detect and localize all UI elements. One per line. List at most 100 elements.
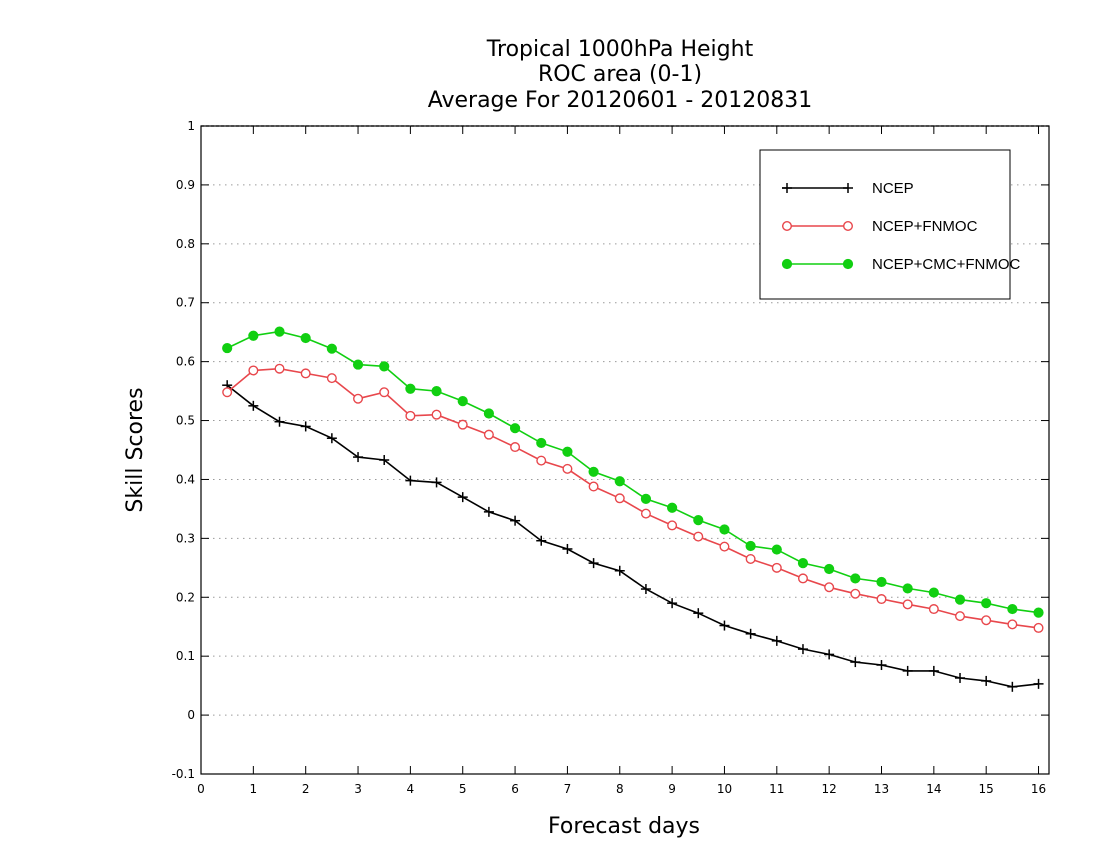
- data-point-plus: [562, 543, 573, 554]
- data-point-plus: [536, 535, 547, 546]
- series-1: [222, 363, 1044, 633]
- data-point-filled-circle: [850, 573, 861, 584]
- x-tick-label: 13: [874, 782, 889, 796]
- data-point-plus: [405, 475, 416, 486]
- data-point-filled-circle: [483, 408, 495, 419]
- data-point-filled-circle: [431, 385, 442, 397]
- chart-title-line-2: ROC area (0-1): [537, 62, 703, 87]
- data-point-plus: [431, 477, 442, 488]
- data-point-filled-circle: [405, 383, 416, 394]
- data-point-plus: [614, 565, 625, 576]
- data-point-filled-circle: [352, 359, 364, 370]
- y-tick-label: 0.5: [176, 414, 195, 428]
- data-point-plus: [457, 492, 468, 503]
- data-point-open-circle: [1033, 622, 1044, 633]
- series-0: [222, 380, 1044, 692]
- legend-box: [759, 149, 1011, 300]
- x-tick-label: 8: [616, 782, 624, 796]
- y-tick-label: 0.3: [176, 531, 195, 545]
- data-point-open-circle: [510, 442, 521, 453]
- data-point-plus: [824, 649, 835, 660]
- data-point-filled-circle: [876, 576, 887, 588]
- y-tick-label: 0.9: [176, 178, 195, 192]
- data-point-plus: [771, 635, 782, 646]
- data-point-plus: [510, 515, 521, 526]
- data-point-filled-circle: [640, 493, 652, 504]
- chart-title-line-1: Tropical 1000hPa Height: [486, 37, 754, 62]
- data-point-filled-circle: [326, 343, 337, 354]
- data-point-plus: [850, 657, 861, 668]
- data-point-open-circle: [536, 455, 547, 466]
- data-point-filled-circle: [797, 558, 809, 569]
- x-tick-label: 1: [250, 782, 258, 796]
- data-point-filled-circle: [588, 466, 599, 477]
- data-point-plus: [981, 675, 992, 686]
- legend-label: NCEP: [872, 180, 914, 197]
- data-point-plus: [928, 665, 939, 676]
- axis-ticks: -0.100.10.20.30.40.50.60.70.80.910 1 2 3 4 5 6…: [172, 119, 1049, 796]
- data-point-open-circle: [981, 615, 992, 626]
- data-point-open-circle: [640, 508, 651, 519]
- data-point-plus: [353, 452, 364, 463]
- data-point-plus: [902, 665, 913, 676]
- y-tick-label: 0.6: [176, 355, 195, 369]
- data-point-open-circle: [955, 611, 966, 622]
- data-point-plus: [745, 628, 756, 639]
- series-layer: [222, 326, 1044, 692]
- data-point-open-circle: [850, 588, 861, 599]
- data-point-open-circle: [248, 365, 259, 376]
- data-point-plus: [782, 183, 792, 193]
- data-point-plus: [876, 660, 887, 671]
- data-point-filled-circle: [928, 587, 939, 598]
- x-tick-label: 5: [459, 782, 467, 796]
- data-point-filled-circle: [509, 423, 521, 434]
- data-point-filled-circle: [457, 396, 468, 407]
- data-point-open-circle: [222, 387, 233, 398]
- data-point-filled-circle: [981, 598, 992, 609]
- y-tick-label: 0.4: [176, 472, 195, 486]
- data-point-open-circle: [843, 220, 854, 231]
- data-point-filled-circle: [1033, 607, 1044, 618]
- x-tick-label: 3: [354, 782, 362, 796]
- x-tick-label: 7: [564, 782, 572, 796]
- data-point-open-circle: [300, 368, 311, 379]
- data-point-filled-circle: [300, 332, 311, 344]
- data-point-filled-circle: [614, 476, 625, 487]
- data-point-open-circle: [588, 481, 599, 492]
- data-point-plus: [326, 433, 337, 444]
- data-point-filled-circle: [693, 515, 704, 526]
- x-tick-label: 14: [926, 782, 941, 796]
- data-point-open-circle: [719, 541, 730, 552]
- data-point-open-circle: [614, 493, 625, 504]
- data-point-plus: [1007, 681, 1018, 692]
- data-point-filled-circle: [781, 258, 793, 270]
- data-point-plus: [379, 455, 390, 466]
- legend-label: NCEP+CMC+FNMOC: [872, 256, 1021, 273]
- y-tick-label: -0.1: [172, 767, 195, 781]
- x-tick-label: 15: [979, 782, 994, 796]
- data-point-filled-circle: [719, 524, 730, 535]
- data-point-open-circle: [353, 393, 364, 404]
- data-point-plus: [843, 183, 853, 193]
- y-tick-label: 0.1: [176, 649, 195, 663]
- data-point-plus: [719, 620, 730, 631]
- data-point-filled-circle: [824, 563, 835, 575]
- y-tick-label: 0.7: [176, 296, 195, 310]
- y-axis-title: Skill Scores: [123, 387, 148, 512]
- data-point-filled-circle: [562, 446, 573, 457]
- x-tick-label: 12: [822, 782, 837, 796]
- series-line: [226, 384, 1039, 688]
- data-point-open-circle: [457, 419, 468, 430]
- data-point-plus: [693, 608, 704, 619]
- x-tick-label: 2: [302, 782, 310, 796]
- data-point-open-circle: [797, 573, 808, 584]
- x-tick-label: 9: [668, 782, 676, 796]
- x-tick-label: 6: [511, 782, 519, 796]
- data-point-plus: [248, 400, 259, 411]
- data-point-open-circle: [693, 531, 704, 542]
- data-point-filled-circle: [274, 326, 285, 337]
- data-point-open-circle: [405, 410, 416, 421]
- y-tick-label: 0: [187, 708, 195, 722]
- legend: NCEP NCEP+FNMOC NCEP+CMC+FNMOC: [759, 149, 1021, 300]
